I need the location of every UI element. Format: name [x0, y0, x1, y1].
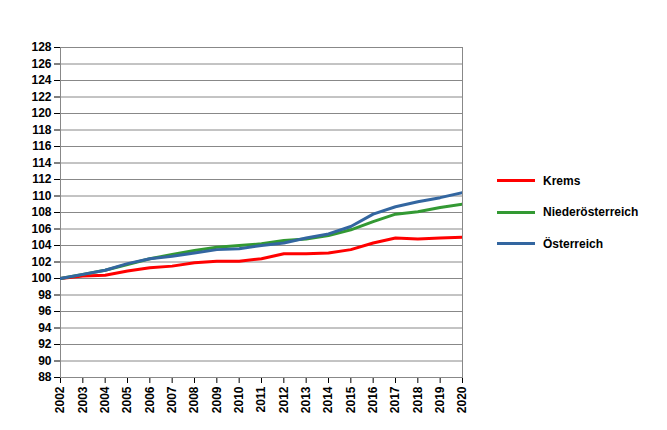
svg-text:128: 128 — [31, 40, 51, 54]
svg-text:98: 98 — [38, 288, 52, 302]
svg-text:116: 116 — [32, 139, 52, 153]
svg-text:102: 102 — [31, 255, 51, 269]
svg-text:2016: 2016 — [366, 386, 380, 413]
svg-text:2011: 2011 — [254, 386, 268, 412]
svg-text:2007: 2007 — [165, 386, 179, 413]
html-text:Niederösterreich: Niederösterreich — [543, 205, 639, 220]
svg-text:2020: 2020 — [455, 386, 469, 413]
svg-text:2014: 2014 — [321, 386, 335, 413]
svg-text:92: 92 — [38, 337, 52, 351]
svg-text:2005: 2005 — [120, 386, 134, 413]
svg-text:110: 110 — [32, 189, 52, 203]
svg-text:90: 90 — [38, 354, 52, 368]
html-text:Krems: Krems — [543, 173, 581, 188]
svg-text:114: 114 — [32, 156, 52, 170]
html-text:Österreich: Österreich — [543, 236, 603, 251]
svg-text:94: 94 — [38, 321, 52, 335]
svg-text:106: 106 — [31, 222, 51, 236]
svg-text:120: 120 — [31, 106, 51, 120]
svg-text:2004: 2004 — [98, 386, 112, 413]
svg-text:112: 112 — [32, 172, 52, 186]
svg-text:126: 126 — [31, 57, 51, 71]
svg-text:2006: 2006 — [143, 386, 157, 413]
svg-text:2003: 2003 — [76, 386, 90, 413]
svg-text:2013: 2013 — [299, 386, 313, 413]
svg-text:124: 124 — [31, 73, 51, 87]
svg-text:100: 100 — [31, 271, 51, 285]
svg-text:2009: 2009 — [210, 386, 224, 413]
svg-text:108: 108 — [31, 205, 51, 219]
svg-text:118: 118 — [32, 123, 52, 137]
svg-text:2010: 2010 — [232, 386, 246, 413]
svg-text:96: 96 — [38, 304, 52, 318]
svg-text:2017: 2017 — [388, 386, 402, 413]
svg-text:104: 104 — [31, 238, 51, 252]
svg-text:2008: 2008 — [187, 386, 201, 413]
svg-text:2012: 2012 — [277, 386, 291, 413]
svg-text:88: 88 — [38, 370, 52, 384]
svg-text:122: 122 — [31, 90, 51, 104]
svg-text:2018: 2018 — [411, 386, 425, 413]
svg-text:2002: 2002 — [53, 386, 67, 413]
svg-text:2019: 2019 — [433, 386, 447, 413]
svg-text:2015: 2015 — [344, 386, 358, 413]
